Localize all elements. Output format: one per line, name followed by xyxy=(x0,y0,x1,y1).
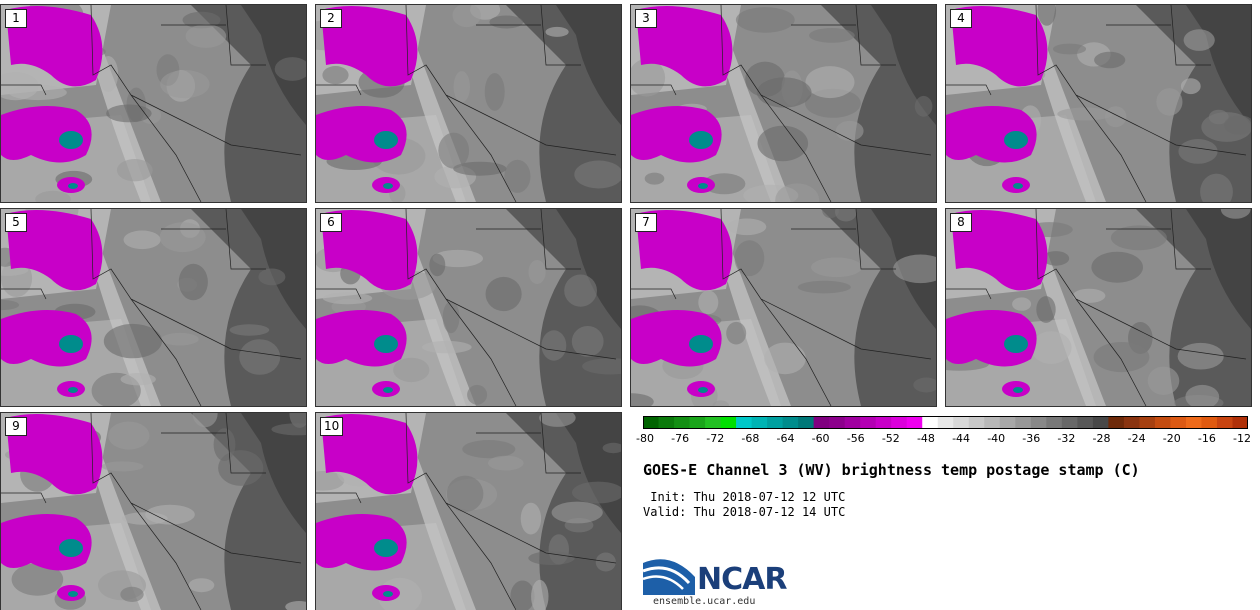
panel-number: 3 xyxy=(635,9,657,28)
map-panel-9: 9 xyxy=(0,412,307,610)
colorbar-tick-label: -60 xyxy=(811,432,830,445)
colorbar-swatch xyxy=(968,416,985,429)
colorbar-swatch xyxy=(1154,416,1171,429)
colorbar-swatch xyxy=(720,416,737,429)
colorbar-tick-label: -28 xyxy=(1092,432,1111,445)
map-panel-3: 3 xyxy=(630,4,937,203)
wv-imagery xyxy=(631,209,936,406)
map-panel-1: 1 xyxy=(0,4,307,203)
colorbar-swatch xyxy=(1232,416,1248,429)
colorbar-swatch xyxy=(829,416,846,429)
colorbar-swatch xyxy=(813,416,830,429)
colorbar-tick-label: -20 xyxy=(1162,432,1181,445)
colorbar-tick-label: -12 xyxy=(1233,432,1251,445)
colorbar-swatch xyxy=(922,416,939,429)
valid-time: Valid: Thu 2018-07-12 14 UTC xyxy=(643,505,846,519)
colorbar-swatch xyxy=(1139,416,1156,429)
colorbar-swatch xyxy=(984,416,1001,429)
panel-number: 6 xyxy=(320,213,342,232)
wv-imagery xyxy=(1,413,306,610)
colorbar-tick-label: -52 xyxy=(881,432,900,445)
map-panel-5: 5 xyxy=(0,208,307,407)
website-url: ensemble.ucar.edu xyxy=(653,596,756,607)
colorbar-swatch xyxy=(1216,416,1233,429)
map-panel-7: 7 xyxy=(630,208,937,407)
colorbar-tick-label: -36 xyxy=(1022,432,1041,445)
wv-imagery xyxy=(946,5,1251,202)
panel-number: 7 xyxy=(635,213,657,232)
colorbar-tick-label: -56 xyxy=(846,432,865,445)
wv-imagery xyxy=(631,5,936,202)
panel-number: 4 xyxy=(950,9,972,28)
ncar-logo-text: NCAR xyxy=(697,562,787,597)
colorbar-tick-label: -48 xyxy=(916,432,935,445)
colorbar-swatch xyxy=(782,416,799,429)
panel-number: 2 xyxy=(320,9,342,28)
colorbar-swatch xyxy=(937,416,954,429)
colorbar-swatch xyxy=(844,416,861,429)
colorbar-border xyxy=(643,416,1248,429)
colorbar-tick-label: -76 xyxy=(671,432,690,445)
colorbar-swatch xyxy=(891,416,908,429)
colorbar-swatch xyxy=(860,416,877,429)
panel-number: 1 xyxy=(5,9,27,28)
colorbar-swatch xyxy=(1201,416,1218,429)
colorbar-tick-label: -24 xyxy=(1127,432,1146,445)
colorbar-swatch xyxy=(1108,416,1125,429)
init-time: Init: Thu 2018-07-12 12 UTC xyxy=(643,490,846,504)
colorbar-swatch xyxy=(1170,416,1187,429)
map-panel-2: 2 xyxy=(315,4,622,203)
wv-imagery xyxy=(946,209,1251,406)
colorbar-swatch xyxy=(1046,416,1063,429)
colorbar-tick-label: -16 xyxy=(1197,432,1216,445)
colorbar-swatch xyxy=(658,416,675,429)
colorbar-swatch xyxy=(767,416,784,429)
colorbar-tick-label: -80 xyxy=(636,432,654,445)
map-panel-10: 10 xyxy=(315,412,622,610)
colorbar-tick-label: -40 xyxy=(987,432,1006,445)
colorbar-swatch xyxy=(1185,416,1202,429)
colorbar-tick-label: -32 xyxy=(1057,432,1076,445)
wv-imagery xyxy=(316,413,621,610)
colorbar-swatch xyxy=(1123,416,1140,429)
colorbar-swatch xyxy=(1061,416,1078,429)
ncar-logo-icon xyxy=(643,559,695,595)
colorbar xyxy=(643,416,1248,429)
panel-number: 9 xyxy=(5,417,27,436)
colorbar-swatch xyxy=(875,416,892,429)
wv-imagery xyxy=(316,209,621,406)
panel-number: 5 xyxy=(5,213,27,232)
colorbar-swatch xyxy=(1077,416,1094,429)
colorbar-swatch xyxy=(953,416,970,429)
panel-number: 10 xyxy=(320,417,344,436)
wv-imagery xyxy=(1,209,306,406)
colorbar-swatch xyxy=(1015,416,1032,429)
colorbar-swatch xyxy=(906,416,923,429)
map-panel-6: 6 xyxy=(315,208,622,407)
colorbar-swatch xyxy=(705,416,722,429)
colorbar-swatch xyxy=(999,416,1016,429)
colorbar-tick-label: -64 xyxy=(776,432,795,445)
colorbar-swatch xyxy=(689,416,706,429)
colorbar-swatch xyxy=(643,416,660,429)
colorbar-swatch xyxy=(674,416,691,429)
wv-imagery xyxy=(316,5,621,202)
colorbar-swatch xyxy=(1030,416,1047,429)
colorbar-swatch xyxy=(736,416,753,429)
figure-title: GOES-E Channel 3 (WV) brightness temp po… xyxy=(643,461,1140,479)
colorbar-swatch xyxy=(798,416,815,429)
wv-imagery xyxy=(1,5,306,202)
colorbar-tick-label: -72 xyxy=(706,432,725,445)
colorbar-swatch xyxy=(1092,416,1109,429)
map-panel-8: 8 xyxy=(945,208,1252,407)
colorbar-tick-label: -44 xyxy=(952,432,971,445)
panel-number: 8 xyxy=(950,213,972,232)
colorbar-swatch xyxy=(751,416,768,429)
colorbar-tick-label: -68 xyxy=(741,432,760,445)
map-panel-4: 4 xyxy=(945,4,1252,203)
